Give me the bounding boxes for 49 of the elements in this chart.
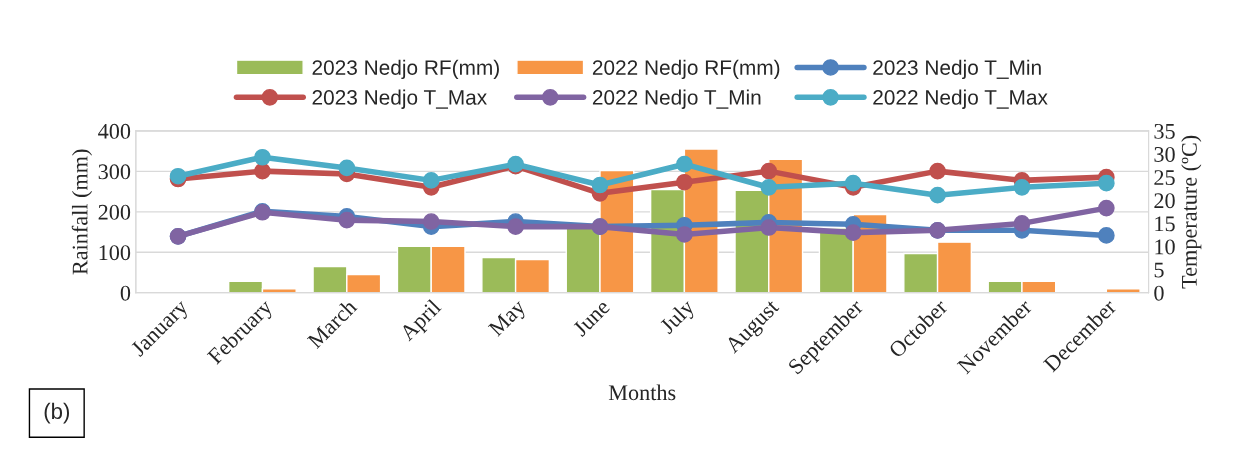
legend-label: 2022 Nedjo T_Max	[873, 89, 1048, 109]
y2-tick-label: 10	[1155, 239, 1175, 255]
legend-label: 2023 Nedjo RF(mm)	[312, 59, 499, 80]
x-tick-label: June	[572, 298, 611, 338]
y2-axis-title: Temperature (ºC)	[1181, 135, 1202, 289]
y2-tick-label: 30	[1154, 146, 1175, 162]
x-tick-label: May	[487, 298, 530, 341]
point	[676, 226, 693, 243]
x-tick-label: July	[658, 297, 699, 338]
point	[254, 148, 271, 166]
point	[760, 178, 778, 196]
point	[929, 186, 946, 204]
point	[760, 219, 778, 236]
point	[422, 213, 440, 230]
point	[676, 155, 693, 173]
point	[844, 224, 862, 241]
y2-tick-label: 25	[1154, 170, 1175, 186]
y-tick-label: 200	[98, 204, 131, 220]
text: (b)	[44, 402, 69, 424]
y-tick-label: 0	[120, 285, 131, 301]
point	[338, 159, 356, 177]
point	[1013, 215, 1031, 232]
y-tick-label: 400	[98, 123, 131, 139]
point	[1098, 227, 1115, 244]
point	[760, 162, 778, 180]
x-axis-title: Months	[608, 384, 676, 401]
legend-label: 2022 Nedjo T_Min	[592, 89, 761, 109]
legend-label: 2022 Nedjo RF(mm)	[592, 59, 780, 80]
point	[254, 162, 271, 180]
point	[676, 173, 693, 191]
y-axis-title: Rainfall (mm)	[71, 149, 93, 275]
point	[422, 172, 440, 189]
legend-label: 2023 Nedjo T_Max	[312, 89, 487, 109]
y2-tick-label: 0	[1154, 285, 1164, 301]
y2-tick-label: 5	[1154, 262, 1164, 278]
y2-tick-label: 15	[1155, 216, 1175, 232]
point	[844, 174, 862, 192]
y2-tick-label: 20	[1154, 193, 1175, 209]
point	[338, 211, 356, 229]
y2-tick-label: 35	[1154, 123, 1175, 139]
point	[929, 162, 946, 180]
point	[1098, 174, 1115, 192]
y-tick-label: 100	[99, 245, 131, 261]
legend-label: 2023 Nedjo T_Min	[873, 59, 1041, 80]
point	[1013, 178, 1031, 196]
point	[591, 176, 609, 194]
y-tick-label: 300	[98, 164, 131, 180]
point	[1098, 199, 1115, 217]
point	[507, 218, 524, 235]
